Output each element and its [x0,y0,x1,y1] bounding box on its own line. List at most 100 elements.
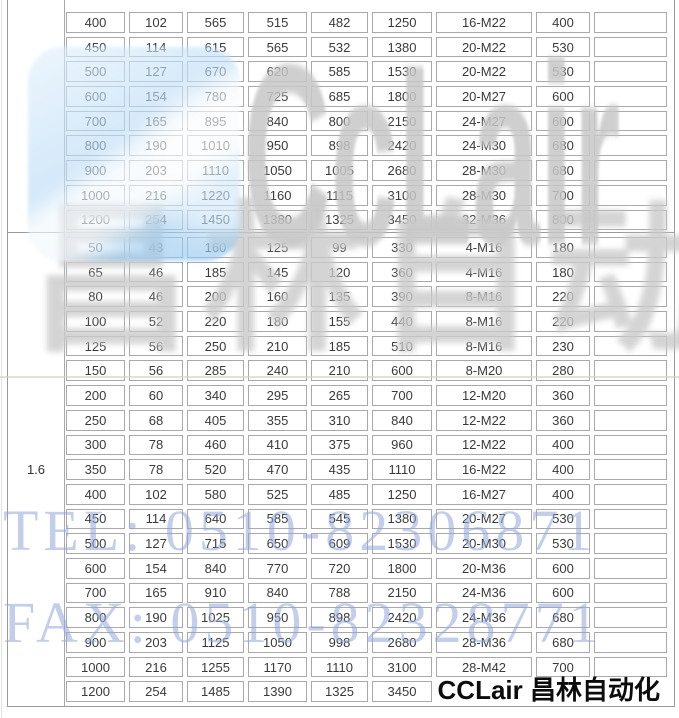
table-cell: 725 [248,86,307,107]
table-cell: 8-M16 [436,311,532,332]
table-cell [594,184,667,206]
table-cell: 1800 [372,86,432,107]
table-cell: 1390 [248,681,307,703]
table-cell: 3100 [372,656,432,678]
table-cell: 203 [129,632,183,653]
table-cell: 700 [372,385,432,406]
table-cell: 700 [66,110,125,132]
table-cell: 2150 [372,582,432,604]
table-cell: 56 [129,335,183,357]
table-cell: 254 [129,209,183,231]
table-cell: 135 [311,286,368,308]
table-cell [594,656,667,678]
table-cell: 127 [129,533,183,554]
table-cell: 4-M16 [436,261,532,283]
table-cell: 435 [311,459,368,480]
table-cell: 600 [372,360,432,382]
table-cell: 375 [311,434,368,456]
table-cell: 180 [248,311,307,332]
table-cell: 1000 [66,184,125,206]
table-cell: 185 [187,261,244,283]
table-cell: 240 [248,360,307,382]
table-cell: 220 [536,286,590,308]
table-cell: 715 [187,533,244,554]
table-cell: 1010 [187,135,244,157]
table-cell: 200 [187,286,244,308]
table-cell: 160 [187,237,244,258]
table-cell: 24-M36 [436,607,532,628]
table-cell: 515 [248,12,307,33]
table-cell [436,681,532,703]
table-cell: 800 [311,110,368,132]
table-cell: 68 [129,409,183,431]
table-cell: 680 [536,607,590,628]
table-cell [594,61,667,83]
table-cell: 400 [536,12,590,33]
table-cell: 532 [311,36,368,58]
table-cell: 180 [536,237,590,258]
table-cell: 840 [187,557,244,579]
table-cell: 1450 [187,209,244,231]
table-cell: 78 [129,459,183,480]
table-cell: 450 [66,508,125,530]
table-cell: 24-M36 [436,582,532,604]
table-cell: 1110 [311,656,368,678]
table-cell: 2420 [372,135,432,157]
table-cell: 1255 [187,656,244,678]
table-cell: 360 [372,261,432,283]
table-cell: 165 [129,582,183,604]
table-cell: 2150 [372,110,432,132]
table-cell: 28-M42 [436,656,532,678]
table-cell: 900 [66,632,125,653]
table-cell: 485 [311,483,368,505]
table-cell: 20-M22 [436,61,532,83]
table-cell: 1200 [66,681,125,703]
table-cell: 127 [129,61,183,83]
table-cell: 65 [66,261,125,283]
table-cell: 1325 [311,209,368,231]
table-cell: 680 [536,135,590,157]
table-cell: 585 [248,508,307,530]
table-cell: 20-M22 [436,36,532,58]
table-cell: 154 [129,86,183,107]
table-cell [594,533,667,554]
table-cell: 145 [248,261,307,283]
table-cell: 482 [311,12,368,33]
table-cell [594,209,667,231]
table-cell: 2420 [372,607,432,628]
table-cell: 330 [372,237,432,258]
table-cell: 250 [187,335,244,357]
table-cell: 585 [311,61,368,83]
table-cell: 470 [248,459,307,480]
table-cell: 700 [66,582,125,604]
table-cell: 1160 [248,184,307,206]
table-cell: 510 [372,335,432,357]
table-cell: 230 [536,335,590,357]
table-cell: 680 [536,160,590,181]
table-cell: 280 [536,360,590,382]
table-cell: 300 [66,434,125,456]
table-cell: 250 [66,409,125,431]
table-cell: 355 [248,409,307,431]
table-cell: 114 [129,508,183,530]
table-cell [594,311,667,332]
table-cell: 840 [248,110,307,132]
table-cell [594,36,667,58]
table-cell: 180 [536,261,590,283]
table-cell: 460 [187,434,244,456]
table-cell: 360 [536,409,590,431]
table-cell: 900 [66,160,125,181]
table-cell: 998 [311,632,368,653]
table-cell: 1380 [372,36,432,58]
table-cell: 1050 [248,632,307,653]
table-cell: 615 [187,36,244,58]
table-cell: 1110 [372,459,432,480]
table-cell: 1110 [187,160,244,181]
table-cell: 3450 [372,209,432,231]
table-cell [594,160,667,181]
table-cell: 525 [248,483,307,505]
table-cell [594,459,667,480]
table-cell: 220 [536,311,590,332]
table-cell: 102 [129,483,183,505]
table-cell [594,261,667,283]
